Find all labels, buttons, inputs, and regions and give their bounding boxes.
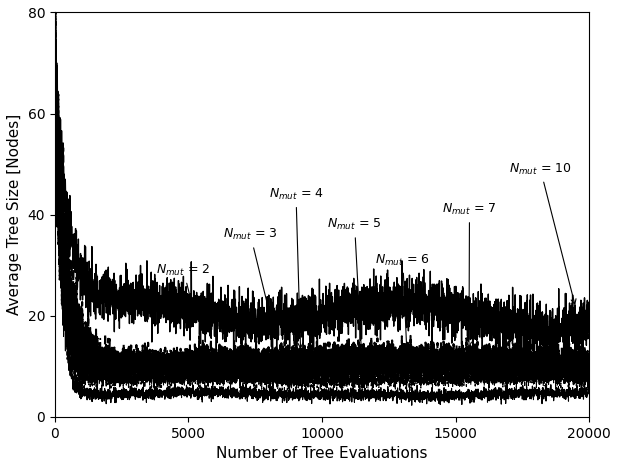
X-axis label: Number of Tree Evaluations: Number of Tree Evaluations	[216, 446, 428, 461]
Y-axis label: Average Tree Size [Nodes]: Average Tree Size [Nodes]	[7, 114, 22, 315]
Text: $N_{mut}$ = 10: $N_{mut}$ = 10	[509, 161, 576, 304]
Text: $N_{mut}$ = 5: $N_{mut}$ = 5	[328, 217, 382, 360]
Text: $N_{mut}$ = 2: $N_{mut}$ = 2	[156, 263, 211, 308]
Text: $N_{mut}$ = 6: $N_{mut}$ = 6	[376, 253, 430, 363]
Text: $N_{mut}$ = 3: $N_{mut}$ = 3	[223, 227, 277, 327]
Text: $N_{mut}$ = 7: $N_{mut}$ = 7	[442, 202, 497, 347]
Text: $N_{mut}$ = 4: $N_{mut}$ = 4	[269, 187, 323, 348]
